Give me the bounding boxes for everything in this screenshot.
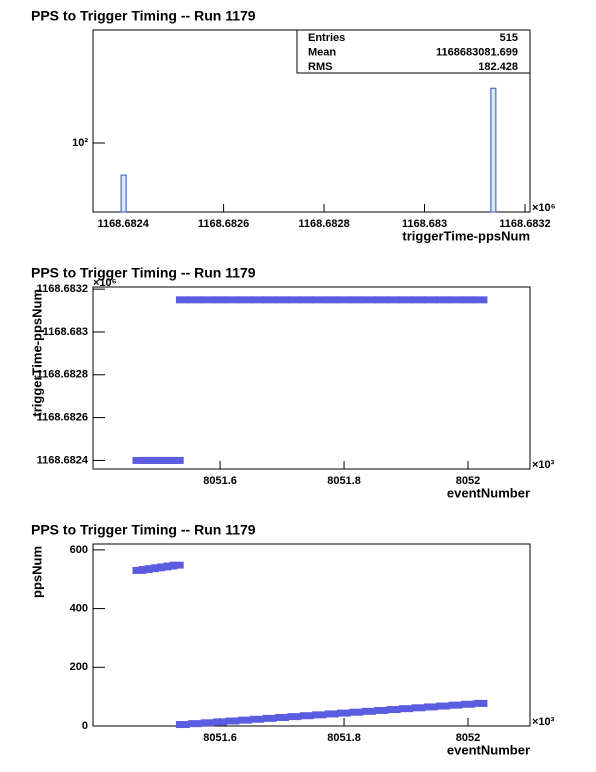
y-tick-label: 1168.6828 xyxy=(37,369,88,381)
point xyxy=(399,705,414,713)
histogram-bar xyxy=(120,174,127,213)
point xyxy=(461,700,476,708)
y-tick-label: 1168.6832 xyxy=(37,283,88,295)
point xyxy=(324,710,339,718)
chart-title: PPS to Trigger Timing -- Run 1179 xyxy=(31,265,256,281)
chart-title: PPS to Trigger Timing -- Run 1179 xyxy=(31,8,256,24)
point xyxy=(237,296,252,304)
point xyxy=(473,699,488,707)
point xyxy=(448,296,463,304)
stats-box xyxy=(296,29,531,74)
point xyxy=(262,714,277,722)
point xyxy=(250,296,265,304)
point xyxy=(200,296,215,304)
y-axis-title: triggerTime-ppsNum xyxy=(29,289,44,417)
chart-title: PPS to Trigger Timing -- Run 1179 xyxy=(31,522,256,538)
point xyxy=(386,296,401,304)
point xyxy=(237,716,252,724)
x-tick-label: 1168.6826 xyxy=(198,218,249,230)
point xyxy=(361,296,376,304)
point xyxy=(250,715,265,723)
point xyxy=(324,296,339,304)
point xyxy=(423,296,438,304)
point xyxy=(461,296,476,304)
x-tick-label: 8052 xyxy=(456,475,480,487)
point xyxy=(188,720,203,728)
point xyxy=(423,703,438,711)
x-tick-label: 8051.6 xyxy=(203,475,237,487)
point xyxy=(200,719,215,727)
point xyxy=(436,702,451,710)
y-tick-label: 400 xyxy=(70,602,88,614)
x-axis-title: eventNumber xyxy=(447,742,530,757)
stats-value: 515 xyxy=(500,32,518,44)
x-tick-label: 8051.8 xyxy=(327,732,361,744)
point xyxy=(275,713,290,721)
point xyxy=(175,721,190,729)
y-tick-label: 600 xyxy=(70,544,88,556)
y-tick-label: 0 xyxy=(82,720,88,732)
stats-label: Mean xyxy=(308,46,336,58)
plot-frame xyxy=(92,286,531,470)
point xyxy=(337,296,352,304)
x-tick-label: 8051.6 xyxy=(203,732,237,744)
point xyxy=(312,711,327,719)
y-tick-label: 1168.683 xyxy=(43,326,88,338)
point xyxy=(349,296,364,304)
y-tick-label: 10² xyxy=(72,137,88,149)
point xyxy=(386,706,401,714)
point xyxy=(169,456,184,464)
x-tick-label: 1168.683 xyxy=(402,218,447,230)
point xyxy=(213,718,228,726)
x-tick-label: 1168.6832 xyxy=(499,218,550,230)
x-tick-label: 8052 xyxy=(456,732,480,744)
point xyxy=(225,296,240,304)
y-multiplier: ×10⁶ xyxy=(93,277,117,289)
point xyxy=(436,296,451,304)
histogram-bar xyxy=(490,87,497,213)
point xyxy=(275,296,290,304)
point xyxy=(225,717,240,725)
point xyxy=(262,296,277,304)
y-tick-label: 200 xyxy=(70,661,88,673)
x-tick-label: 8051.8 xyxy=(327,475,361,487)
stats-label: Entries xyxy=(308,32,345,44)
stats-value: 182.428 xyxy=(478,61,518,73)
point xyxy=(374,706,389,714)
x-axis-title: triggerTime-ppsNum xyxy=(402,228,530,243)
point xyxy=(448,701,463,709)
y-axis-title: ppsNum xyxy=(29,546,44,598)
point xyxy=(361,707,376,715)
point xyxy=(169,561,184,569)
x-tick-label: 1168.6828 xyxy=(298,218,349,230)
point xyxy=(287,296,302,304)
point xyxy=(213,296,228,304)
y-tick-label: 1168.6824 xyxy=(37,454,89,466)
point xyxy=(337,709,352,717)
plot-frame xyxy=(92,543,531,727)
x-multiplier: ×10⁶ xyxy=(532,202,556,214)
point xyxy=(349,708,364,716)
stats-value: 1168683081.699 xyxy=(436,46,518,58)
point xyxy=(287,713,302,721)
x-axis-title: eventNumber xyxy=(447,485,530,500)
point xyxy=(188,296,203,304)
point xyxy=(374,296,389,304)
point xyxy=(312,296,327,304)
point xyxy=(411,296,426,304)
point xyxy=(473,296,488,304)
stats-label: RMS xyxy=(308,61,332,73)
y-tick-label: 1168.6826 xyxy=(37,412,88,424)
point xyxy=(299,296,314,304)
x-tick-label: 1168.6824 xyxy=(97,218,149,230)
point xyxy=(175,296,190,304)
point xyxy=(411,704,426,712)
point xyxy=(299,712,314,720)
point xyxy=(399,296,414,304)
x-multiplier: ×10³ xyxy=(532,716,555,728)
x-multiplier: ×10³ xyxy=(532,459,555,471)
